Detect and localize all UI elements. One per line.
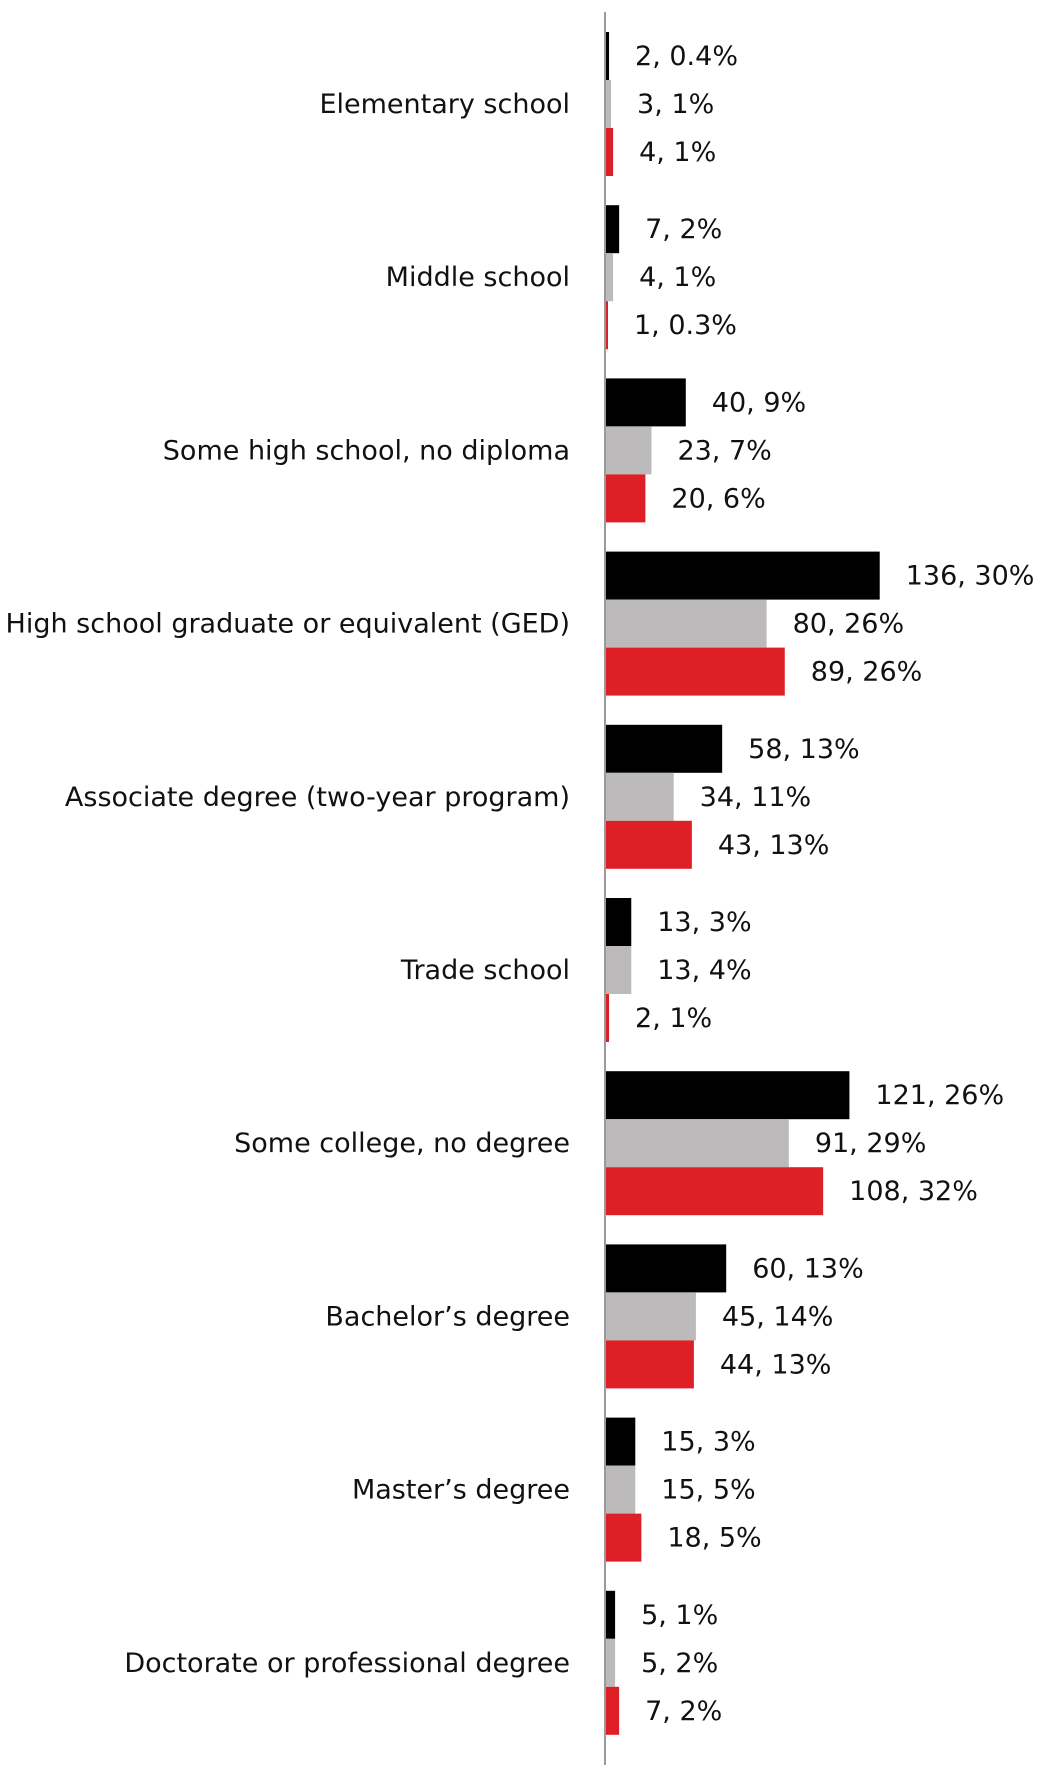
data-label-3-2: 89, 26% bbox=[811, 657, 923, 688]
data-label-1-2: 1, 0.3% bbox=[634, 310, 737, 341]
bar-8-0 bbox=[605, 1417, 636, 1466]
bar-8-1 bbox=[605, 1465, 636, 1514]
data-label-9-0: 5, 1% bbox=[641, 1600, 718, 1631]
category-label-3: High school graduate or equivalent (GED) bbox=[6, 609, 570, 640]
bar-3-1 bbox=[605, 599, 767, 648]
data-label-2-1: 23, 7% bbox=[677, 435, 771, 466]
bar-2-0 bbox=[605, 378, 686, 427]
data-label-0-0: 2, 0.4% bbox=[635, 41, 738, 72]
data-label-7-0: 60, 13% bbox=[752, 1253, 864, 1284]
data-label-5-2: 2, 1% bbox=[635, 1003, 712, 1034]
data-label-6-1: 91, 29% bbox=[815, 1128, 927, 1159]
bar-1-2 bbox=[605, 301, 608, 350]
data-label-5-0: 13, 3% bbox=[657, 907, 751, 938]
data-label-5-1: 13, 4% bbox=[657, 955, 751, 986]
bar-1-1 bbox=[605, 253, 614, 302]
category-label-2: Some high school, no diploma bbox=[163, 435, 570, 466]
data-label-2-0: 40, 9% bbox=[712, 387, 806, 418]
bar-0-0 bbox=[605, 32, 610, 80]
bar-5-1 bbox=[605, 946, 632, 994]
category-label-0: Elementary school bbox=[319, 89, 570, 120]
data-label-3-0: 136, 30% bbox=[906, 561, 1035, 592]
category-label-8: Master’s degree bbox=[352, 1475, 570, 1506]
category-label-6: Some college, no degree bbox=[234, 1128, 570, 1159]
data-label-9-1: 5, 2% bbox=[641, 1648, 718, 1679]
data-label-4-1: 34, 11% bbox=[700, 782, 812, 813]
bar-6-2 bbox=[605, 1167, 824, 1216]
category-label-9: Doctorate or professional degree bbox=[124, 1648, 570, 1679]
bar-9-1 bbox=[605, 1638, 616, 1687]
data-label-0-1: 3, 1% bbox=[637, 89, 714, 120]
data-label-4-0: 58, 13% bbox=[748, 734, 860, 765]
bar-6-0 bbox=[605, 1071, 850, 1120]
data-labels-layer: 2, 0.4% 3, 1% 4, 1% 7, 2% 4, 1% 1, 0.3% 40, 9%… bbox=[634, 41, 1034, 1727]
data-label-7-1: 45, 14% bbox=[722, 1301, 834, 1332]
bar-0-2 bbox=[605, 128, 614, 176]
bar-6-1 bbox=[605, 1119, 789, 1168]
category-label-4: Associate degree (two-year program) bbox=[65, 782, 570, 813]
bar-0-1 bbox=[605, 80, 612, 128]
data-label-6-0: 121, 26% bbox=[875, 1080, 1004, 1111]
bar-9-0 bbox=[605, 1590, 616, 1639]
bar-4-0 bbox=[605, 724, 723, 773]
data-label-6-2: 108, 32% bbox=[849, 1176, 978, 1207]
bar-4-1 bbox=[605, 772, 674, 821]
data-label-8-2: 18, 5% bbox=[667, 1523, 761, 1554]
data-label-0-2: 4, 1% bbox=[639, 137, 716, 168]
data-label-2-2: 20, 6% bbox=[671, 483, 765, 514]
data-label-4-2: 43, 13% bbox=[718, 830, 830, 861]
bar-2-1 bbox=[605, 426, 652, 475]
data-label-8-1: 15, 5% bbox=[661, 1475, 755, 1506]
category-labels-layer: Elementary school Middle school Some high … bbox=[6, 89, 570, 1679]
category-label-1: Middle school bbox=[386, 262, 570, 293]
category-label-5: Trade school bbox=[400, 955, 570, 986]
data-label-7-2: 44, 13% bbox=[720, 1349, 832, 1380]
bar-1-0 bbox=[605, 205, 620, 254]
bar-8-2 bbox=[605, 1513, 642, 1562]
data-label-1-1: 4, 1% bbox=[639, 262, 716, 293]
bar-3-0 bbox=[605, 551, 880, 600]
bar-4-2 bbox=[605, 820, 692, 869]
data-label-9-2: 7, 2% bbox=[645, 1696, 722, 1727]
bar-5-2 bbox=[605, 994, 610, 1042]
bars-layer bbox=[605, 32, 880, 1735]
bar-3-2 bbox=[605, 647, 785, 696]
bar-2-2 bbox=[605, 474, 646, 523]
bar-5-0 bbox=[605, 898, 632, 946]
data-label-8-0: 15, 3% bbox=[661, 1427, 755, 1458]
bar-7-0 bbox=[605, 1244, 727, 1293]
bar-7-2 bbox=[605, 1340, 694, 1389]
category-label-7: Bachelor’s degree bbox=[325, 1301, 570, 1332]
data-label-3-1: 80, 26% bbox=[793, 609, 905, 640]
data-label-1-0: 7, 2% bbox=[645, 214, 722, 245]
bar-9-2 bbox=[605, 1686, 620, 1735]
bar-7-1 bbox=[605, 1292, 696, 1341]
